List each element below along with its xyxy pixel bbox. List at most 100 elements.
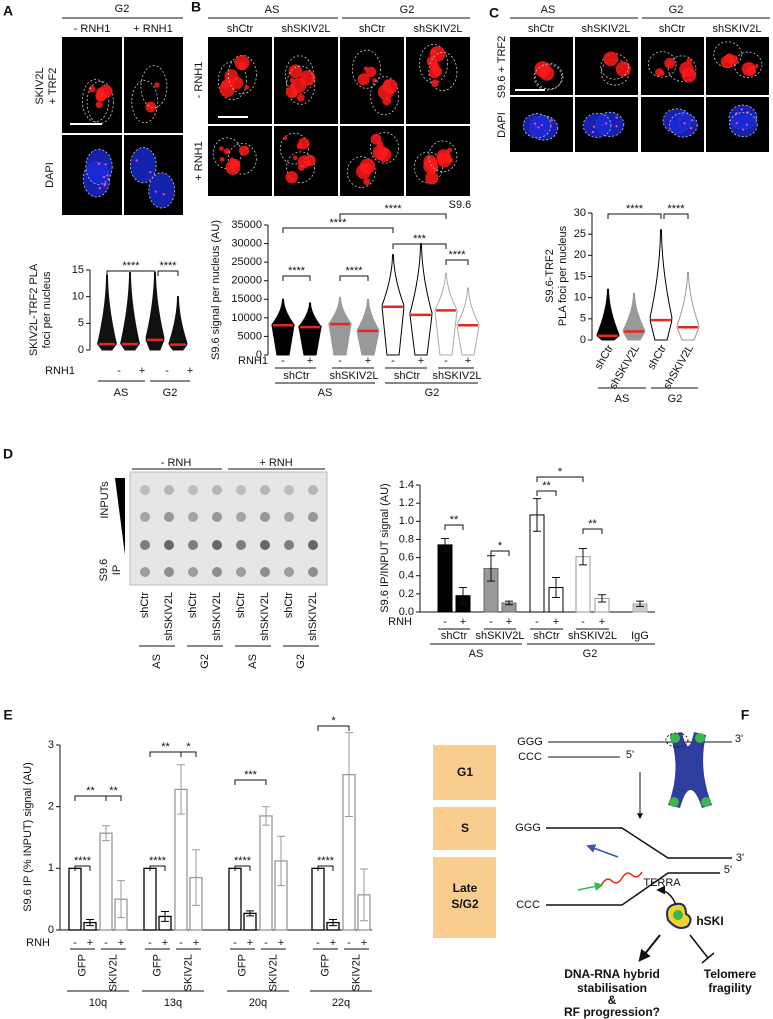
significance-bracket — [234, 779, 267, 785]
column-label: + RNH1 — [133, 23, 172, 35]
y-axis-label: S9.6-TRF2 — [544, 249, 556, 303]
treatment-label: RNH1 — [45, 365, 75, 377]
significance-label: ** — [450, 514, 459, 526]
treatment-value: + — [553, 616, 559, 628]
treatment-label: RNH — [388, 616, 412, 628]
bar — [143, 867, 157, 931]
nucleus-outline — [279, 132, 309, 165]
significance-label: **** — [384, 203, 402, 215]
foci — [615, 124, 618, 128]
phase-label: G1 — [457, 765, 473, 779]
foci — [154, 190, 157, 193]
blot-dot — [260, 512, 270, 522]
stain-label: S9.6 — [449, 199, 472, 211]
treatment-value: + — [506, 616, 512, 628]
outcome-label: & — [608, 993, 617, 1007]
phase-label: Late — [453, 881, 478, 895]
panel-letter: F — [741, 707, 750, 723]
violin — [596, 288, 620, 341]
treatment-value: - — [117, 365, 121, 377]
foci — [106, 174, 109, 177]
y-axis-label: S9.6 signal per nucleus (AU) — [210, 220, 222, 360]
nucleus-outline — [428, 140, 458, 173]
nucleus-outline — [346, 156, 376, 188]
treatment-value: + — [361, 937, 367, 949]
foci — [231, 76, 244, 90]
treatment-value: - — [165, 365, 169, 377]
column-label: shSKIV2L — [713, 23, 762, 35]
strand-label: GGG — [517, 736, 543, 748]
violin — [328, 296, 352, 356]
stain-label: DAPI — [496, 112, 508, 138]
foci — [735, 122, 738, 125]
foci — [221, 79, 230, 89]
strand-label: CCC — [516, 899, 540, 911]
phase-label: AS — [265, 4, 280, 16]
treatment-value: + — [307, 355, 313, 367]
nucleus-outline — [286, 151, 316, 184]
group-label: AS — [318, 387, 333, 399]
foci — [244, 85, 250, 90]
treatment-value: + — [465, 355, 471, 367]
lane-label: shSKIV2L — [307, 592, 319, 641]
y-tick-label: 35000 — [231, 219, 262, 231]
nucleus-outline — [413, 151, 443, 184]
group-label: G2 — [199, 654, 211, 669]
treatment-value: + — [247, 937, 253, 949]
group-label: 22q — [332, 997, 350, 1009]
violin — [409, 243, 433, 356]
treatment-value: - — [179, 937, 183, 949]
error-bar — [533, 498, 541, 532]
significance-label: * — [558, 466, 563, 478]
foci — [603, 51, 619, 67]
foci — [145, 101, 157, 113]
nucleus-outline — [522, 113, 552, 139]
line-label: GFP — [151, 954, 163, 977]
significance-label: ** — [161, 741, 170, 753]
violin — [381, 254, 405, 356]
blot-dot — [212, 485, 222, 495]
y-tick-label: 0 — [580, 334, 586, 346]
significance-bracket — [282, 275, 311, 281]
y-axis-label: S9.6 IP (% INPUT) signal (AU) — [22, 762, 34, 912]
significance-label: **** — [329, 217, 347, 229]
treatment-value: - — [264, 937, 268, 949]
strand-end: 5' — [626, 749, 634, 761]
foci — [604, 122, 608, 125]
y-tick-label: 1.2 — [399, 497, 414, 509]
violin — [649, 229, 673, 341]
group-label: G2 — [163, 387, 178, 399]
y-axis-label: SKIV2L-TRF2 PLA — [28, 263, 40, 356]
foci — [615, 61, 631, 77]
significance-bracket — [663, 213, 689, 219]
blot-dot — [140, 540, 150, 550]
significance-bracket — [74, 865, 91, 871]
significance-label: **** — [626, 203, 644, 215]
line-label: shSKIV2L — [476, 630, 525, 642]
synthesis-arrow — [586, 844, 619, 858]
foci — [102, 175, 106, 179]
foci — [591, 130, 595, 134]
significance-bracket — [282, 227, 394, 233]
phase-label: S/G2 — [451, 897, 479, 911]
error-bar — [345, 732, 353, 818]
outcome-label: Telomere — [704, 967, 757, 981]
foci — [683, 122, 686, 125]
foci — [533, 122, 537, 125]
y-tick-label: 3 — [48, 739, 54, 751]
foci — [297, 93, 305, 102]
nucleus-outline — [582, 112, 612, 138]
error-bar — [177, 764, 185, 815]
blot-dot — [188, 512, 198, 522]
treatment-value: - — [391, 355, 395, 367]
foci — [431, 79, 439, 88]
group-label: G2 — [425, 387, 440, 399]
group-label: 20q — [249, 997, 267, 1009]
strand-end: 5' — [724, 864, 732, 876]
lane-label: shCtr — [139, 592, 151, 619]
treatment-value: + — [365, 355, 371, 367]
significance-label: **** — [317, 855, 335, 867]
treatment-value: - — [281, 355, 285, 367]
